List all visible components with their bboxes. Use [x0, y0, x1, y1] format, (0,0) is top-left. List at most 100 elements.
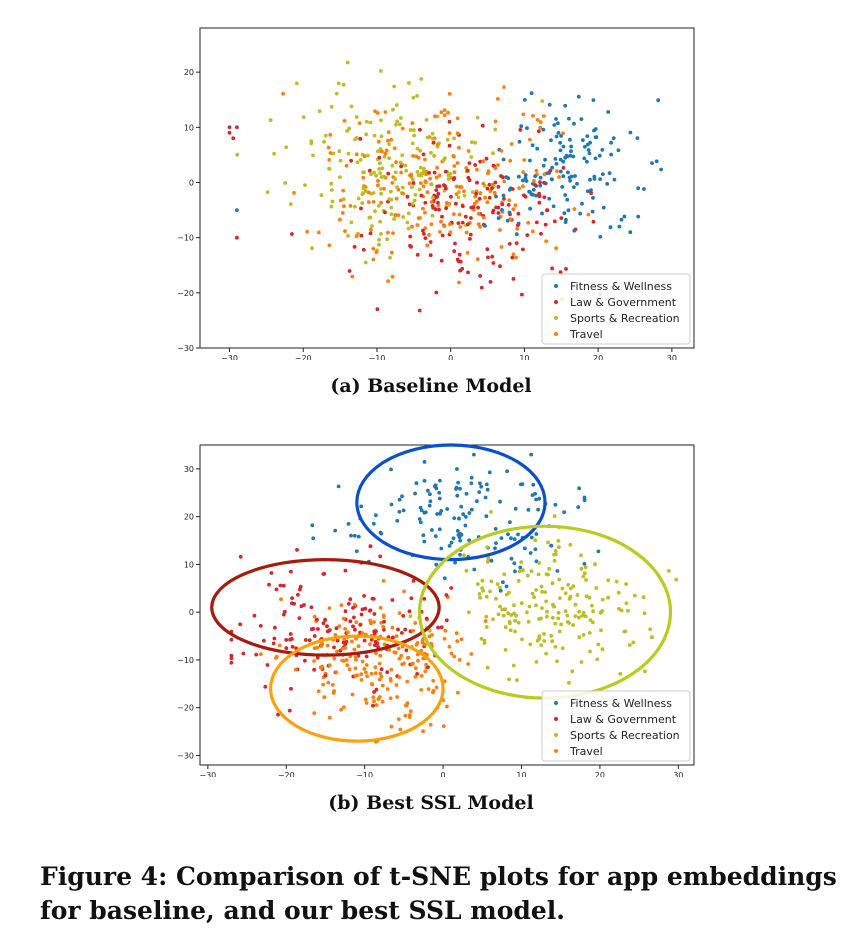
point-fitness-wellness — [562, 211, 567, 216]
point-fitness-wellness — [529, 452, 534, 457]
point-sports-recreation — [430, 136, 435, 141]
point-sports-recreation — [363, 260, 368, 265]
point-law-government — [419, 193, 424, 198]
point-sports-recreation — [539, 584, 544, 589]
point-travel — [438, 230, 442, 234]
point-travel — [423, 157, 427, 162]
point-fitness-wellness — [601, 205, 606, 210]
point-sports-recreation — [581, 633, 586, 637]
point-sports-recreation — [552, 514, 557, 518]
point-travel — [371, 246, 376, 251]
point-fitness-wellness — [530, 143, 535, 148]
point-travel — [515, 226, 520, 231]
point-law-government — [309, 605, 314, 610]
point-sports-recreation — [650, 635, 654, 640]
point-law-government — [428, 240, 433, 244]
point-travel — [281, 91, 285, 96]
point-travel — [348, 204, 353, 208]
point-sports-recreation — [411, 95, 416, 100]
point-fitness-wellness — [454, 485, 459, 490]
point-sports-recreation — [415, 146, 420, 151]
point-travel — [462, 189, 466, 194]
point-travel — [360, 659, 365, 664]
point-travel — [366, 200, 371, 205]
point-travel — [429, 200, 434, 204]
point-fitness-wellness — [500, 208, 504, 212]
points-layer — [229, 452, 679, 744]
point-law-government — [362, 638, 367, 643]
point-fitness-wellness — [451, 536, 456, 541]
point-fitness-wellness — [389, 502, 394, 507]
point-fitness-wellness — [428, 492, 432, 497]
point-sports-recreation — [577, 615, 581, 620]
point-sports-recreation — [338, 175, 342, 180]
point-law-government — [298, 584, 303, 589]
point-travel — [538, 120, 543, 124]
point-travel — [427, 233, 431, 237]
point-sports-recreation — [600, 647, 605, 652]
point-fitness-wellness — [483, 224, 487, 228]
point-sports-recreation — [369, 172, 373, 177]
point-travel — [382, 615, 386, 619]
point-law-government — [235, 125, 239, 130]
point-travel — [423, 210, 427, 215]
point-travel — [428, 176, 432, 181]
point-fitness-wellness — [458, 531, 462, 536]
point-fitness-wellness — [568, 137, 572, 142]
point-fitness-wellness — [635, 136, 640, 140]
point-sports-recreation — [354, 115, 359, 119]
point-law-government — [241, 651, 246, 656]
point-law-government — [327, 628, 332, 633]
point-travel — [408, 709, 413, 714]
point-travel — [354, 152, 359, 157]
point-fitness-wellness — [572, 228, 577, 233]
point-law-government — [229, 637, 234, 642]
point-fitness-wellness — [501, 193, 506, 198]
point-fitness-wellness — [427, 503, 432, 508]
point-sports-recreation — [341, 82, 346, 87]
point-sports-recreation — [379, 118, 383, 123]
point-travel — [466, 149, 471, 153]
point-travel — [394, 683, 399, 687]
point-sports-recreation — [571, 584, 576, 588]
point-sports-recreation — [600, 597, 605, 602]
point-fitness-wellness — [592, 128, 596, 133]
point-law-government — [289, 686, 293, 691]
point-sports-recreation — [322, 140, 326, 144]
point-sports-recreation — [516, 579, 521, 583]
point-fitness-wellness — [601, 172, 605, 177]
point-sports-recreation — [565, 613, 570, 618]
point-sports-recreation — [563, 609, 568, 614]
point-fitness-wellness — [538, 183, 543, 188]
point-sports-recreation — [309, 141, 314, 146]
point-sports-recreation — [618, 672, 623, 676]
point-fitness-wellness — [534, 497, 538, 502]
point-sports-recreation — [473, 140, 478, 145]
point-fitness-wellness — [432, 484, 437, 489]
point-sports-recreation — [485, 665, 490, 670]
point-travel — [386, 138, 390, 143]
point-travel — [394, 160, 398, 165]
point-travel — [413, 621, 418, 625]
point-travel — [332, 656, 337, 661]
point-law-government — [390, 635, 395, 640]
point-travel — [447, 92, 452, 96]
point-travel — [436, 203, 441, 208]
point-sports-recreation — [553, 549, 558, 553]
point-sports-recreation — [509, 613, 514, 617]
point-law-government — [447, 119, 452, 124]
point-travel — [395, 695, 399, 699]
point-travel — [386, 279, 390, 283]
point-sports-recreation — [380, 166, 385, 171]
point-sports-recreation — [491, 151, 495, 156]
subcaption-baseline: (a) Baseline Model — [330, 375, 532, 397]
point-fitness-wellness — [512, 561, 517, 566]
point-fitness-wellness — [509, 556, 514, 561]
point-travel — [374, 703, 379, 707]
legend-box — [541, 273, 691, 345]
point-fitness-wellness — [582, 498, 587, 503]
point-travel — [454, 184, 459, 189]
point-law-government — [311, 627, 316, 631]
point-fitness-wellness — [553, 502, 558, 507]
point-sports-recreation — [513, 618, 518, 623]
